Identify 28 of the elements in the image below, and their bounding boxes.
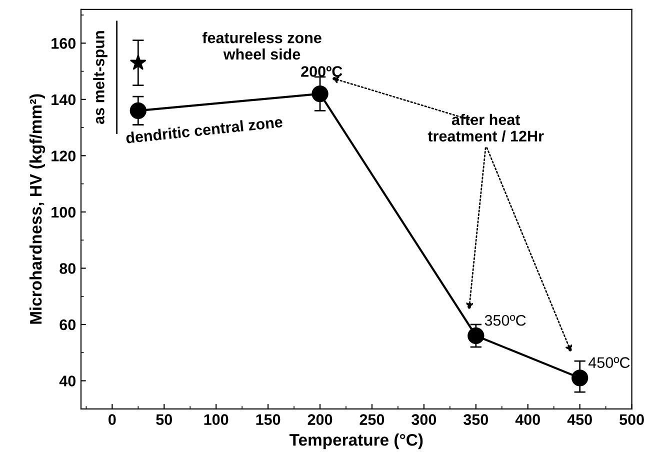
x-tick-label: 450 <box>567 414 592 425</box>
x-tick-label: 0 <box>108 414 116 425</box>
x-tick-label: 300 <box>412 414 436 426</box>
annotation: as melt-spun <box>93 31 108 124</box>
y-tick-label: 160 <box>52 38 76 49</box>
y-axis-title: Microhardness, HV (kgf/mm²) <box>29 94 46 324</box>
y-tick-label: 80 <box>60 263 76 274</box>
x-tick-label: 200 <box>308 414 332 425</box>
x-tick-label: 500 <box>620 414 644 425</box>
x-tick-label: 50 <box>156 414 172 425</box>
y-tick-label: 120 <box>52 150 76 162</box>
y-tick-label: 140 <box>52 94 76 106</box>
y-tick-label: 100 <box>52 206 76 218</box>
annotation: dendritic central zone <box>126 116 283 144</box>
x-tick-label: 250 <box>360 414 384 425</box>
y-tick-label: 40 <box>59 376 76 386</box>
y-tick-label: 60 <box>60 319 76 330</box>
x-tick-label: 350 <box>464 414 488 426</box>
annotation: 450ºC <box>588 357 630 368</box>
annotation: featureless zone wheel side <box>202 32 322 60</box>
x-tick-label: 150 <box>256 414 280 425</box>
x-axis-title: Temperature (°C) <box>290 434 423 450</box>
x-tick-label: 400 <box>515 414 540 425</box>
point <box>312 85 328 102</box>
annotation: 350ºC <box>484 314 526 326</box>
x-tick-label: 100 <box>204 414 228 425</box>
annotation: after heat treatment / 12Hr <box>428 114 544 142</box>
annotation: 200ºC <box>301 66 342 77</box>
